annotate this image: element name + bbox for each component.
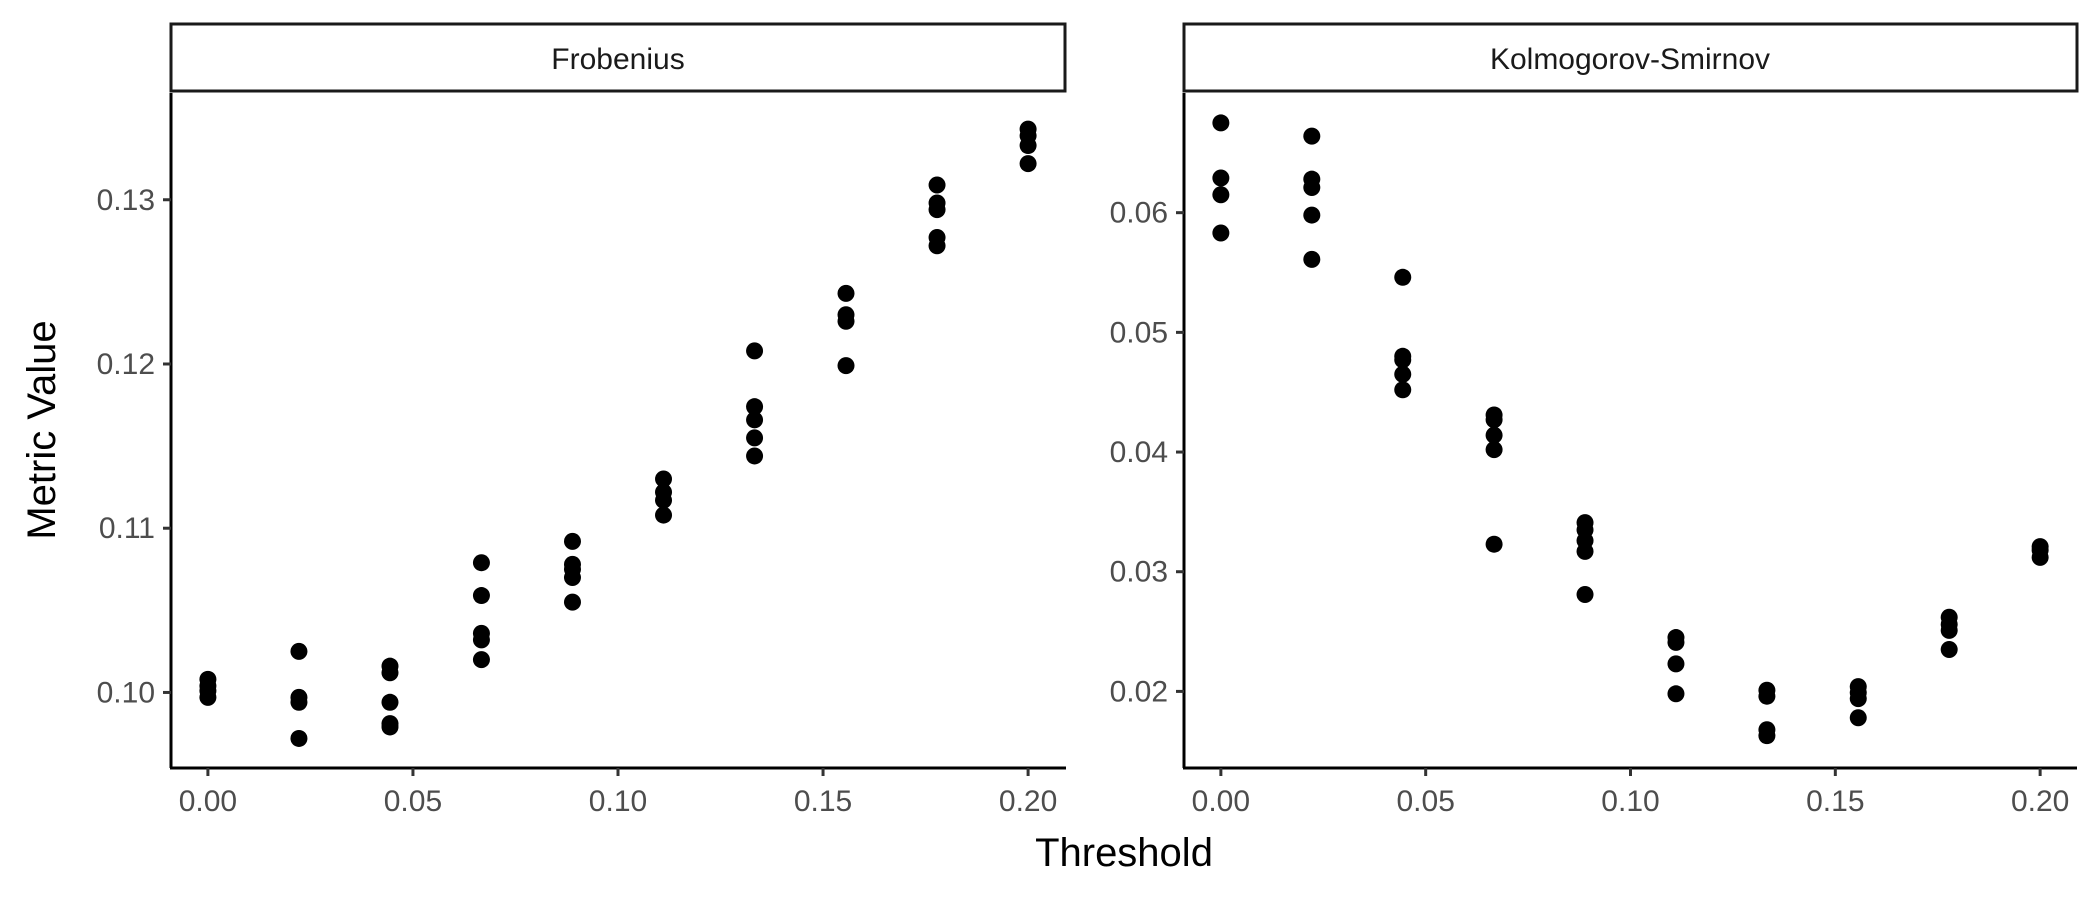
data-point-kolmogorov-smirnov [1394,268,1412,286]
data-point-frobenius [655,491,673,509]
data-point-kolmogorov-smirnov [1212,186,1230,204]
data-point-kolmogorov-smirnov [1485,441,1503,459]
data-point-kolmogorov-smirnov [1758,727,1776,745]
y-ticks-kolmogorov-smirnov: 0.02 0.03 0.04 0.05 0.06 [1110,197,1184,708]
panel-frobenius: Frobenius 0.100.110.120.13 0.00 0.05 0.10 0… [97,22,1067,818]
data-point-frobenius [290,693,308,711]
data-point-kolmogorov-smirnov [1667,685,1685,703]
data-point-kolmogorov-smirnov [1485,411,1503,429]
y-tick-label-frobenius: 0.12 [97,348,155,381]
y-tick-label-kolmogorov-smirnov: 0.03 [1110,556,1168,589]
data-point-frobenius [837,284,855,302]
data-point-kolmogorov-smirnov [2031,548,2049,566]
data-point-frobenius [472,587,490,605]
data-point-frobenius [563,532,581,550]
data-point-kolmogorov-smirnov [1485,426,1503,444]
y-tick-label-kolmogorov-smirnov: 0.04 [1110,436,1168,469]
data-point-frobenius [381,693,399,711]
data-point-frobenius [746,342,764,360]
data-point-frobenius [381,664,399,682]
data-point-kolmogorov-smirnov [1485,535,1503,553]
data-point-frobenius [837,312,855,330]
x-ticks-frobenius: 0.00 0.05 0.10 0.15 0.20 [179,768,1057,818]
x-tick-label-frobenius: 0.00 [179,785,237,818]
data-point-frobenius [1019,137,1037,155]
x-tick-label-frobenius: 0.15 [794,785,852,818]
data-point-kolmogorov-smirnov [1303,250,1321,268]
data-point-kolmogorov-smirnov [1849,709,1867,727]
x-tick-label-frobenius: 0.20 [999,785,1057,818]
strip-label-kolmogorov-smirnov: Kolmogorov-Smirnov [1490,43,1770,76]
x-tick-label-kolmogorov-smirnov: 0.05 [1396,785,1454,818]
data-point-frobenius [746,411,764,429]
points-frobenius [199,120,1037,747]
data-point-kolmogorov-smirnov [1212,114,1230,132]
x-tick-label-kolmogorov-smirnov: 0.15 [1806,785,1864,818]
y-ticks-frobenius: 0.10 0.11 0.12 0.13 [97,184,171,709]
data-point-kolmogorov-smirnov [1303,127,1321,145]
data-point-frobenius [290,642,308,660]
data-point-kolmogorov-smirnov [1576,542,1594,560]
data-point-kolmogorov-smirnov [1394,381,1412,399]
data-point-kolmogorov-smirnov [1758,687,1776,705]
data-point-frobenius [472,554,490,572]
y-axis-title: Metric Value [20,320,64,539]
points-kolmogorov-smirnov [1212,114,2049,745]
data-point-kolmogorov-smirnov [1212,169,1230,187]
data-point-frobenius [746,429,764,447]
data-point-frobenius [199,688,217,706]
data-point-kolmogorov-smirnov [1394,365,1412,383]
strip-frobenius [169,22,1067,93]
data-point-frobenius [928,201,946,219]
y-tick-label-kolmogorov-smirnov: 0.06 [1110,197,1168,230]
x-axis-title: Threshold [1035,831,1213,875]
data-point-frobenius [563,593,581,611]
strip-kolmogorov-smirnov [1182,22,2079,93]
data-point-frobenius [1019,155,1037,173]
y-tick-label-frobenius: 0.10 [97,676,155,709]
data-point-frobenius [655,506,673,524]
data-point-kolmogorov-smirnov [1940,621,1958,639]
x-tick-label-kolmogorov-smirnov: 0.20 [2011,785,2069,818]
x-ticks-kolmogorov-smirnov: 0.00 0.05 0.10 0.15 0.20 [1192,768,2069,818]
data-point-kolmogorov-smirnov [1667,655,1685,673]
x-tick-label-kolmogorov-smirnov: 0.00 [1192,785,1250,818]
y-tick-label-frobenius: 0.13 [97,184,155,217]
data-point-kolmogorov-smirnov [1212,224,1230,242]
data-point-frobenius [472,651,490,669]
data-point-kolmogorov-smirnov [1667,633,1685,651]
data-point-frobenius [563,568,581,586]
data-point-frobenius [746,398,764,416]
strip-label-frobenius: Frobenius [551,43,684,76]
data-point-frobenius [290,729,308,747]
data-point-kolmogorov-smirnov [1394,351,1412,369]
y-tick-label-kolmogorov-smirnov: 0.05 [1110,316,1168,349]
data-point-frobenius [472,631,490,649]
data-point-kolmogorov-smirnov [1576,585,1594,603]
data-point-kolmogorov-smirnov [1303,206,1321,224]
x-tick-label-frobenius: 0.10 [589,785,647,818]
x-tick-label-frobenius: 0.05 [384,785,442,818]
data-point-kolmogorov-smirnov [1303,179,1321,197]
panel-kolmogorov-smirnov: Kolmogorov-Smirnov 0.020.030.040.050.06 … [1110,22,2079,818]
data-point-frobenius [837,357,855,375]
data-point-frobenius [928,176,946,194]
data-point-kolmogorov-smirnov [1940,641,1958,659]
data-point-kolmogorov-smirnov [1849,690,1867,708]
data-point-frobenius [381,718,399,736]
x-tick-label-kolmogorov-smirnov: 0.10 [1601,785,1659,818]
data-point-frobenius [746,447,764,465]
data-point-frobenius [655,470,673,488]
y-tick-label-kolmogorov-smirnov: 0.02 [1110,675,1168,708]
data-point-frobenius [928,237,946,255]
y-tick-label-frobenius: 0.11 [99,512,155,545]
